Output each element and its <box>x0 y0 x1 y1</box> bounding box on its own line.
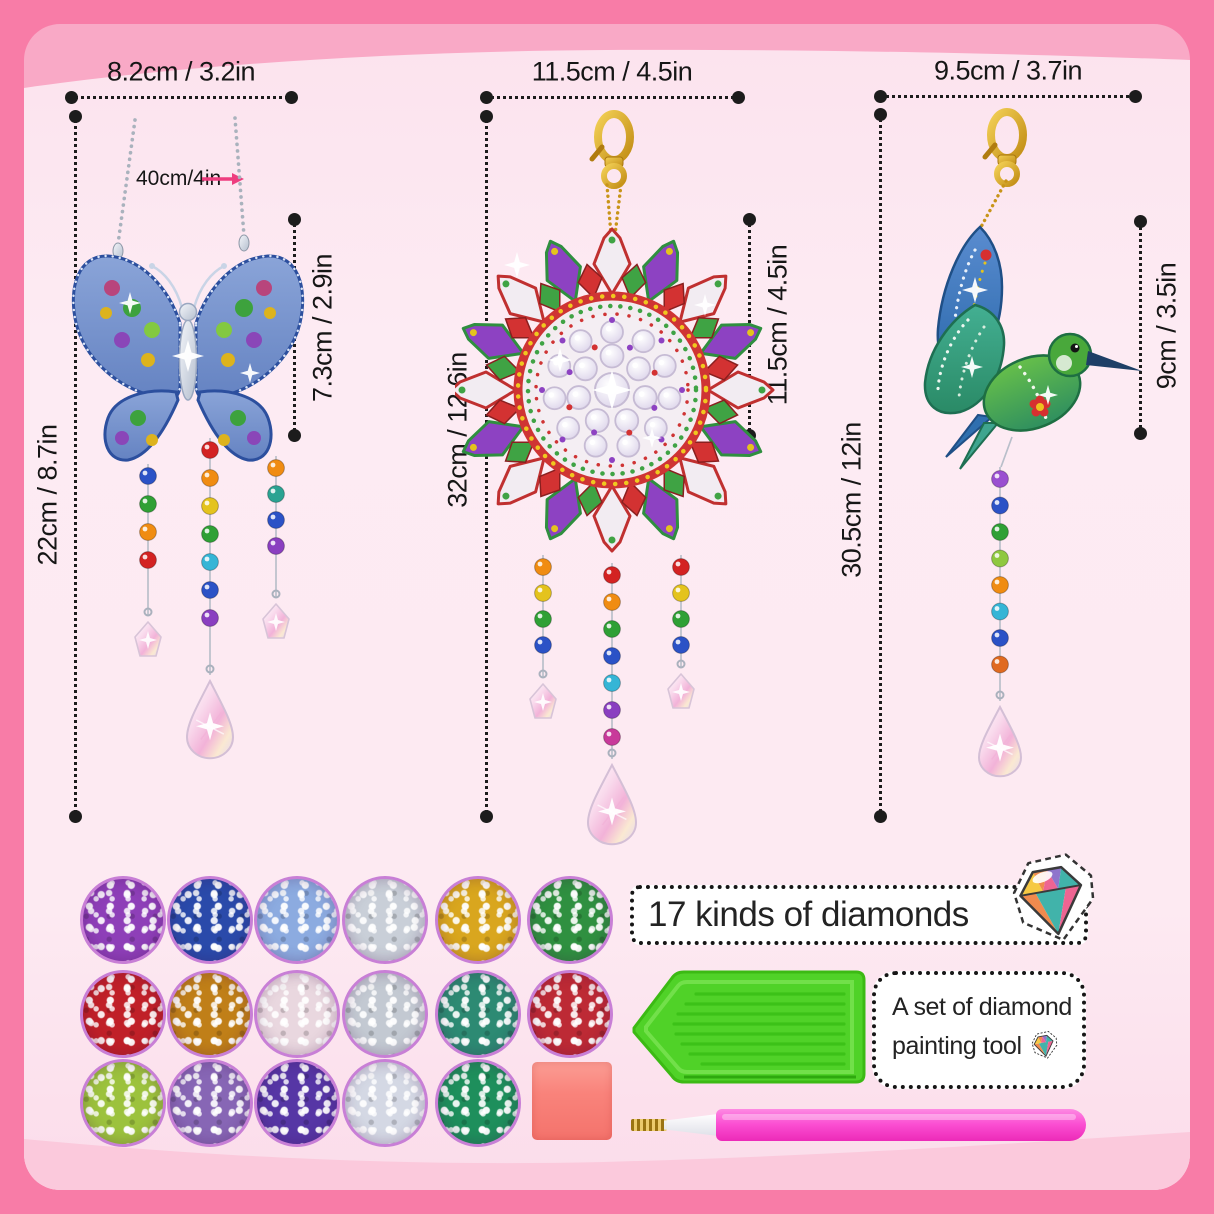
diamond-swatch-amber-gold <box>167 970 253 1058</box>
tool-set-label-line2: painting tool <box>892 1031 1022 1060</box>
diamond-swatch-pale-pink <box>254 970 340 1058</box>
pen-grip <box>664 1114 718 1136</box>
diamond-swatch-emerald-marquise <box>435 1059 521 1147</box>
diamond-swatch-red <box>80 970 166 1058</box>
hummingbird-width-label: 9.5cm / 3.7in <box>933 55 1083 86</box>
butterfly-inner-height-label: 7.3cm / 2.9in <box>307 253 338 403</box>
diamond-swatch-peridot-green <box>80 1059 166 1147</box>
butterfly-chain-label: 40cm/4in <box>136 167 222 190</box>
diamond-swatch-clear-ab <box>342 1059 428 1147</box>
butterfly-suncatcher-image <box>71 116 305 760</box>
tool-set-label-line1: A set of diamond <box>892 993 1072 1021</box>
diamond-swatch-periwinkle-blue <box>254 876 340 964</box>
lobster-clasp-icon <box>982 108 1027 187</box>
butterfly-height-label: 22cm / 8.7in <box>32 424 63 566</box>
diamond-small-icon <box>1031 1030 1058 1059</box>
flower-accent <box>1029 395 1051 417</box>
diamond-swatch-silver-hearts <box>342 970 428 1058</box>
diamond-swatch-red-marquise <box>527 970 613 1058</box>
sun-width-label: 11.5cm / 4.5in <box>531 56 693 87</box>
diamond-painting-pen <box>716 1109 1086 1141</box>
diamond-swatch-silver-clear <box>342 876 428 964</box>
sun-mandala-suncatcher-image <box>455 110 775 846</box>
butterfly-width-label: 8.2cm / 3.2in <box>106 56 256 87</box>
diamond-sticker-icon <box>1012 853 1095 942</box>
sun-width-line <box>480 91 745 104</box>
diamonds-count-label: 17 kinds of diamonds <box>648 895 969 934</box>
sun-height-line <box>480 110 493 823</box>
tool-set-label-box: A set of diamond painting tool <box>872 971 1086 1089</box>
hummingbird-height-label: 30.5cm / 12in <box>836 422 867 578</box>
hummingbird-height-line <box>874 108 887 823</box>
tray-icon <box>632 970 866 1084</box>
butterfly-wing-gems <box>100 280 276 446</box>
pen-metal-tip <box>631 1119 667 1131</box>
diamond-swatch-golden-yellow <box>435 876 521 964</box>
butterfly-height-line <box>69 110 82 823</box>
diamonds-count-label-box: 17 kinds of diamonds <box>630 885 1088 945</box>
butterfly-width-line <box>65 91 298 104</box>
hummingbird-inner-height-line <box>1134 215 1147 440</box>
diamond-swatch-green <box>527 876 613 964</box>
wax-square <box>532 1062 612 1140</box>
hummingbird-suncatcher-image <box>923 108 1142 778</box>
diamond-swatch-purple-ab <box>167 1059 253 1147</box>
chain-arrow-icon <box>202 173 244 185</box>
hummingbird-width-line <box>874 90 1142 103</box>
diamond-swatch-teal-green <box>435 970 521 1058</box>
diamond-swatch-dark-violet <box>254 1059 340 1147</box>
lobster-clasp-icon <box>589 110 634 189</box>
diamond-swatch-purple <box>80 876 166 964</box>
diamond-swatch-royal-blue-ab <box>167 876 253 964</box>
